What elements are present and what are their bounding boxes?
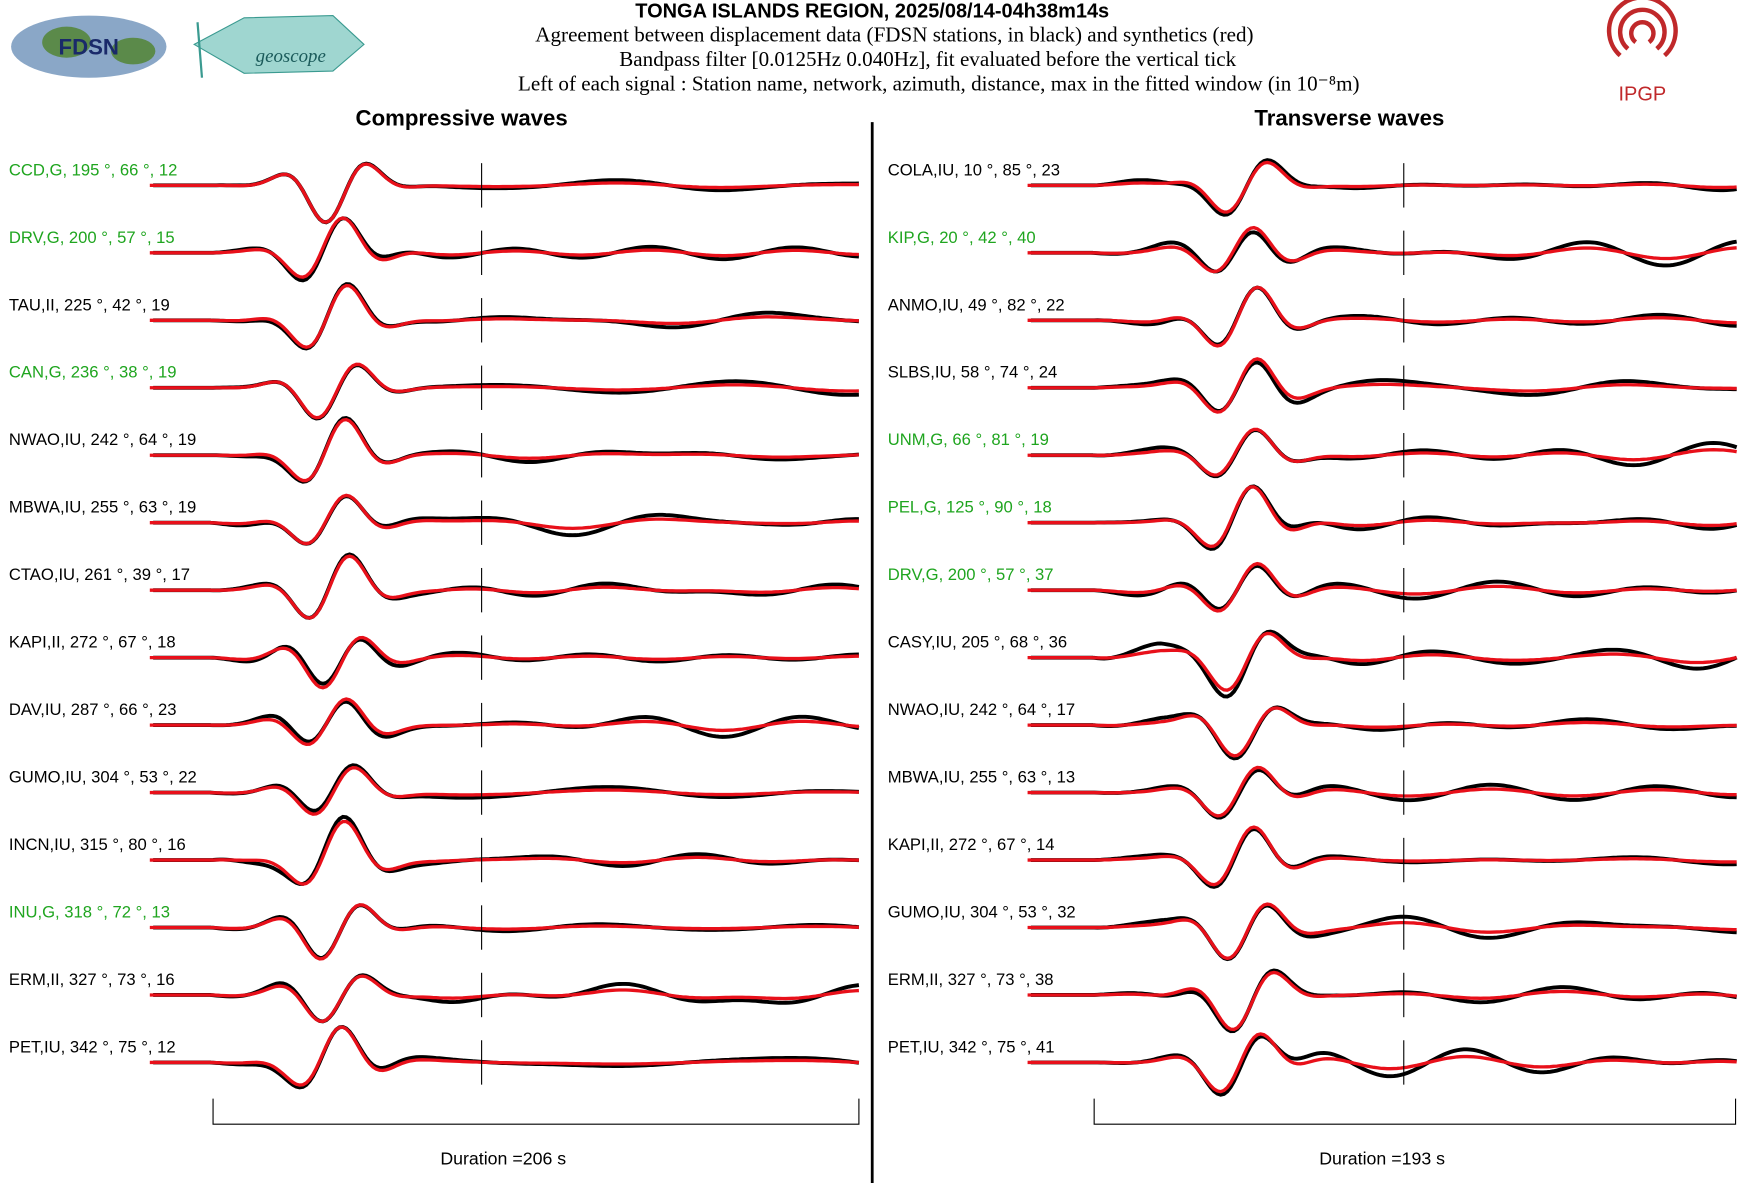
station-label: GUMO,IU, 304 °, 53 °, 22 <box>9 768 197 787</box>
data-trace <box>1030 1034 1737 1097</box>
synthetic-trace <box>1027 765 1737 818</box>
station-label: INCN,IU, 315 °, 80 °, 16 <box>9 835 186 854</box>
synthetic-trace <box>1027 825 1737 887</box>
station-label: PET,IU, 342 °, 75 °, 41 <box>888 1037 1055 1056</box>
data-trace <box>153 363 859 421</box>
duration-label: Duration =193 s <box>1319 1148 1445 1168</box>
station-label: MBWA,IU, 255 °, 63 °, 19 <box>9 498 196 517</box>
station-label: DAV,IU, 287 °, 66 °, 23 <box>9 700 177 719</box>
station-label: CTAO,IU, 261 °, 39 °, 17 <box>9 565 190 584</box>
data-trace <box>153 1024 860 1090</box>
data-trace <box>1030 705 1737 761</box>
synthetic-trace <box>149 283 859 349</box>
station-label: NWAO,IU, 242 °, 64 °, 19 <box>9 430 196 449</box>
synthetic-trace <box>149 974 860 1024</box>
synthetic-trace <box>1027 1032 1737 1094</box>
station-label: MBWA,IU, 255 °, 63 °, 13 <box>888 768 1075 787</box>
synthetic-trace <box>149 1025 860 1087</box>
synthetic-trace <box>1027 902 1737 961</box>
subtitle: Left of each signal : Station name, netw… <box>518 71 1359 95</box>
station-label: TAU,II, 225 °, 42 °, 19 <box>9 295 170 314</box>
synthetic-trace <box>1027 631 1737 692</box>
synthetic-trace <box>1027 561 1737 613</box>
ipgp-logo: IPGP <box>1606 0 1678 106</box>
station-label: SLBS,IU, 58 °, 74 °, 24 <box>888 363 1057 382</box>
data-trace <box>1030 484 1738 551</box>
subtitle: Bandpass filter [0.0125Hz 0.040Hz], fit … <box>619 47 1236 71</box>
synthetic-trace <box>1027 225 1737 274</box>
synthetic-trace <box>149 635 859 690</box>
duration-bracket <box>212 1098 860 1125</box>
synthetic-trace <box>149 819 859 886</box>
data-trace <box>1030 629 1738 699</box>
synthetic-trace <box>149 766 859 816</box>
station-label: PET,IU, 342 °, 75 °, 12 <box>9 1037 176 1056</box>
station-label: ERM,II, 327 °, 73 °, 38 <box>888 970 1054 989</box>
data-trace <box>153 161 859 225</box>
synthetic-trace <box>149 554 860 620</box>
panel-title: Compressive waves <box>356 106 568 131</box>
logo-text: geoscope <box>256 46 326 67</box>
station-label: ERM,II, 327 °, 73 °, 16 <box>9 970 175 989</box>
station-label: UNM,G, 66 °, 81 °, 19 <box>888 430 1049 449</box>
logo-text: FDSN <box>59 35 119 60</box>
station-label: KIP,G, 20 °, 42 °, 40 <box>888 228 1036 247</box>
subtitle: Agreement between displacement data (FDS… <box>535 22 1253 46</box>
data-trace <box>153 637 859 686</box>
station-label: NWAO,IU, 242 °, 64 °, 17 <box>888 700 1075 719</box>
data-trace <box>1030 903 1737 962</box>
synthetic-trace <box>149 697 860 746</box>
station-label: ANMO,IU, 49 °, 82 °, 22 <box>888 295 1065 314</box>
synthetic-trace <box>1027 160 1737 214</box>
data-trace <box>1030 563 1737 611</box>
synthetic-trace <box>1027 485 1737 549</box>
station-label: CAN,G, 236 °, 38 °, 19 <box>9 363 177 382</box>
data-trace <box>1030 285 1737 347</box>
synthetic-trace <box>149 417 859 483</box>
synthetic-trace <box>149 162 859 224</box>
geoscope-logo: geoscope <box>193 15 365 78</box>
data-trace <box>1030 968 1737 1034</box>
station-label: KAPI,II, 272 °, 67 °, 18 <box>9 633 176 652</box>
station-label: GUMO,IU, 304 °, 53 °, 32 <box>888 902 1076 921</box>
station-label: INU,G, 318 °, 72 °, 13 <box>9 902 170 921</box>
data-trace <box>153 763 859 813</box>
synthetic-trace <box>149 493 859 546</box>
logo-text: IPGP <box>1618 84 1666 106</box>
synthetic-trace <box>149 216 859 279</box>
data-trace <box>153 903 860 960</box>
synthetic-trace <box>1027 706 1737 758</box>
synthetic-trace <box>1027 357 1737 414</box>
panel-title: Transverse waves <box>1254 106 1444 131</box>
synthetic-trace <box>149 903 859 961</box>
station-label: DRV,G, 200 °, 57 °, 15 <box>9 228 175 247</box>
title: TONGA ISLANDS REGION, 2025/08/14-04h38m1… <box>635 1 1109 23</box>
station-label: CCD,G, 195 °, 66 °, 12 <box>9 160 178 179</box>
duration-bracket <box>1093 1098 1737 1125</box>
station-label: DRV,G, 200 °, 57 °, 37 <box>888 565 1054 584</box>
fdsn-logo: FDSN <box>11 15 167 78</box>
station-label: PEL,G, 125 °, 90 °, 18 <box>888 498 1052 517</box>
synthetic-trace <box>1027 427 1737 477</box>
synthetic-trace <box>149 362 859 420</box>
data-trace <box>153 415 860 484</box>
synthetic-trace <box>1027 285 1737 348</box>
synthetic-trace <box>1027 970 1737 1032</box>
station-label: CASY,IU, 205 °, 68 °, 36 <box>888 633 1067 652</box>
data-trace <box>153 282 860 351</box>
data-trace <box>1030 360 1737 413</box>
data-trace <box>153 814 859 886</box>
station-label: KAPI,II, 272 °, 67 °, 14 <box>888 835 1055 854</box>
station-label: COLA,IU, 10 °, 85 °, 23 <box>888 160 1060 179</box>
duration-label: Duration =206 s <box>440 1148 566 1168</box>
